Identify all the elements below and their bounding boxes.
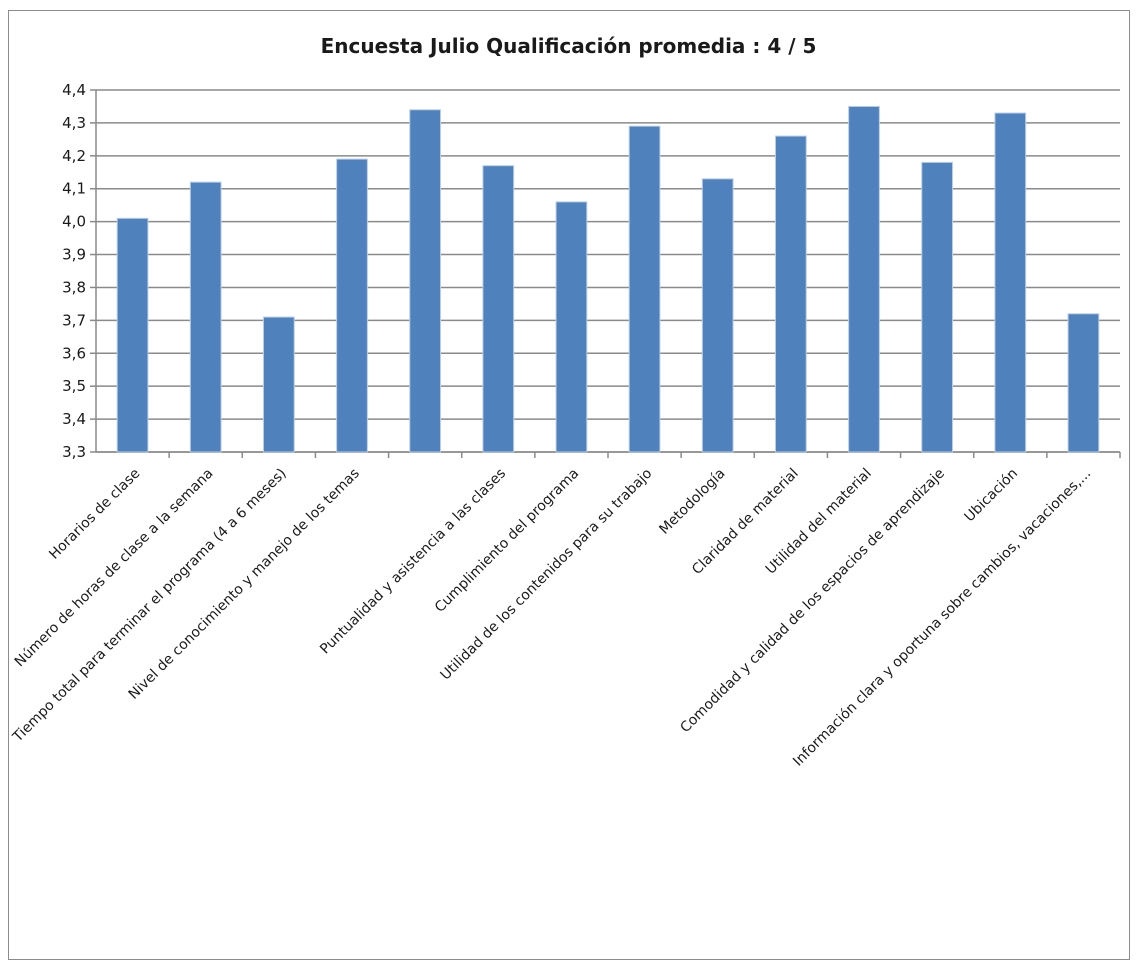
bar [1067, 313, 1100, 453]
bar [409, 109, 442, 453]
bar [336, 158, 368, 453]
bar [994, 112, 1027, 453]
x-tick-label: Tiempo total para terminar el programa (… [9, 466, 289, 746]
y-tick-label: 3,9 [62, 246, 86, 264]
y-tick-label: 4,3 [62, 114, 86, 132]
y-tick-label: 3,3 [62, 443, 86, 461]
bar [262, 316, 295, 453]
bar [189, 181, 222, 453]
bar [774, 135, 807, 453]
y-tick-label: 4,0 [62, 213, 86, 231]
bar [701, 178, 734, 453]
bar [628, 125, 661, 453]
y-tick-label: 3,8 [62, 278, 86, 296]
bar [555, 201, 588, 453]
x-tick-label: Cumplimiento del programa [432, 466, 582, 616]
y-tick-label: 3,7 [62, 311, 86, 329]
bar [116, 217, 149, 453]
x-tick-label: Metodología [656, 466, 728, 538]
x-tick-label: Comodidad y calidad de los espacios de a… [677, 466, 948, 737]
y-tick-label: 4,2 [62, 147, 86, 165]
y-tick-label: 4,1 [62, 180, 86, 198]
y-tick-label: 4,4 [62, 81, 86, 99]
bar [482, 165, 515, 453]
y-tick-label: 3,4 [62, 410, 86, 428]
chart-title: Encuesta Julio Qualificación promedia : … [320, 34, 817, 58]
bar [848, 105, 880, 453]
x-tick-label: Ubicación [961, 466, 1021, 526]
y-tick-label: 3,5 [62, 377, 86, 395]
y-tick-label: 3,6 [62, 344, 86, 362]
bar [921, 161, 954, 453]
